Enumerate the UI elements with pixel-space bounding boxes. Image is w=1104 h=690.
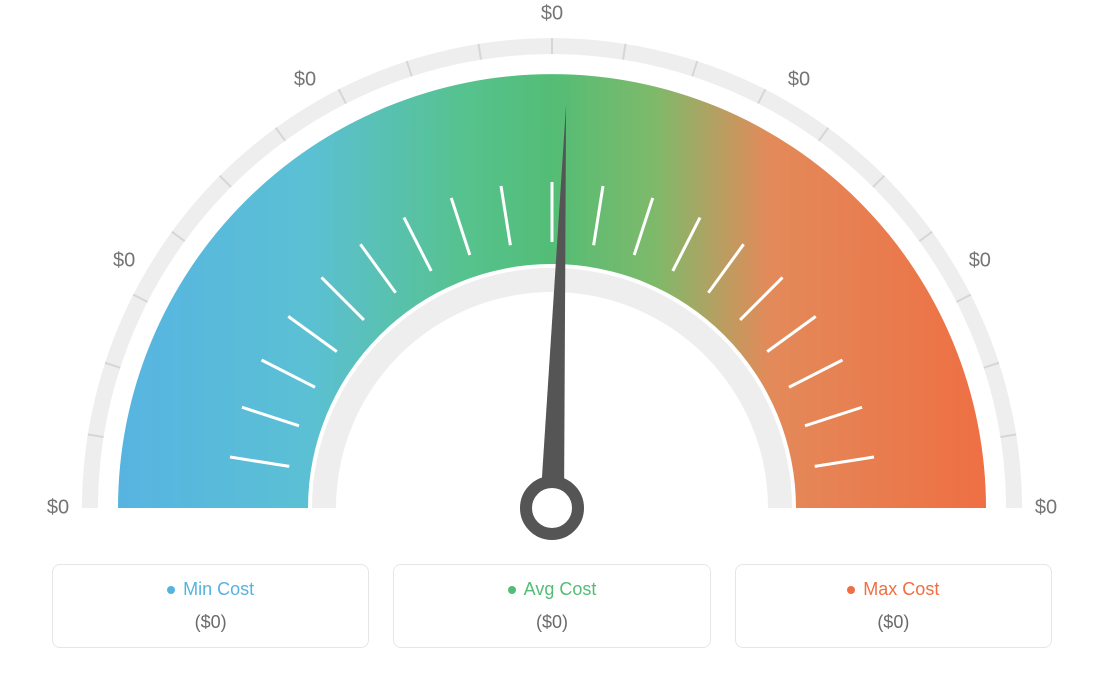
legend-title-text: Max Cost xyxy=(863,579,939,600)
gauge-tick-label: $0 xyxy=(788,69,810,92)
gauge-tick-label: $0 xyxy=(969,250,991,273)
legend-title: Max Cost xyxy=(847,579,939,600)
legend-title: Avg Cost xyxy=(508,579,597,600)
legend-dot-icon xyxy=(508,586,516,594)
legend-dot-icon xyxy=(167,586,175,594)
legend-row: Min Cost ($0) Avg Cost ($0) Max Cost ($0) xyxy=(52,564,1052,648)
legend-title-text: Avg Cost xyxy=(524,579,597,600)
gauge-tick-label: $0 xyxy=(294,69,316,92)
gauge-tick-label: $0 xyxy=(113,250,135,273)
legend-title: Min Cost xyxy=(167,579,254,600)
legend-value: ($0) xyxy=(53,612,368,633)
gauge-tick-label: $0 xyxy=(47,497,69,520)
gauge-tick-label: $0 xyxy=(541,3,563,26)
legend-card: Avg Cost ($0) xyxy=(393,564,710,648)
legend-value: ($0) xyxy=(736,612,1051,633)
legend-card: Max Cost ($0) xyxy=(735,564,1052,648)
needle-hub xyxy=(526,482,578,534)
gauge-chart: $0$0$0$0$0$0$0 xyxy=(52,18,1052,558)
legend-dot-icon xyxy=(847,586,855,594)
legend-title-text: Min Cost xyxy=(183,579,254,600)
legend-value: ($0) xyxy=(394,612,709,633)
legend-card: Min Cost ($0) xyxy=(52,564,369,648)
gauge-tick-label: $0 xyxy=(1035,497,1057,520)
gauge-svg xyxy=(52,18,1052,558)
